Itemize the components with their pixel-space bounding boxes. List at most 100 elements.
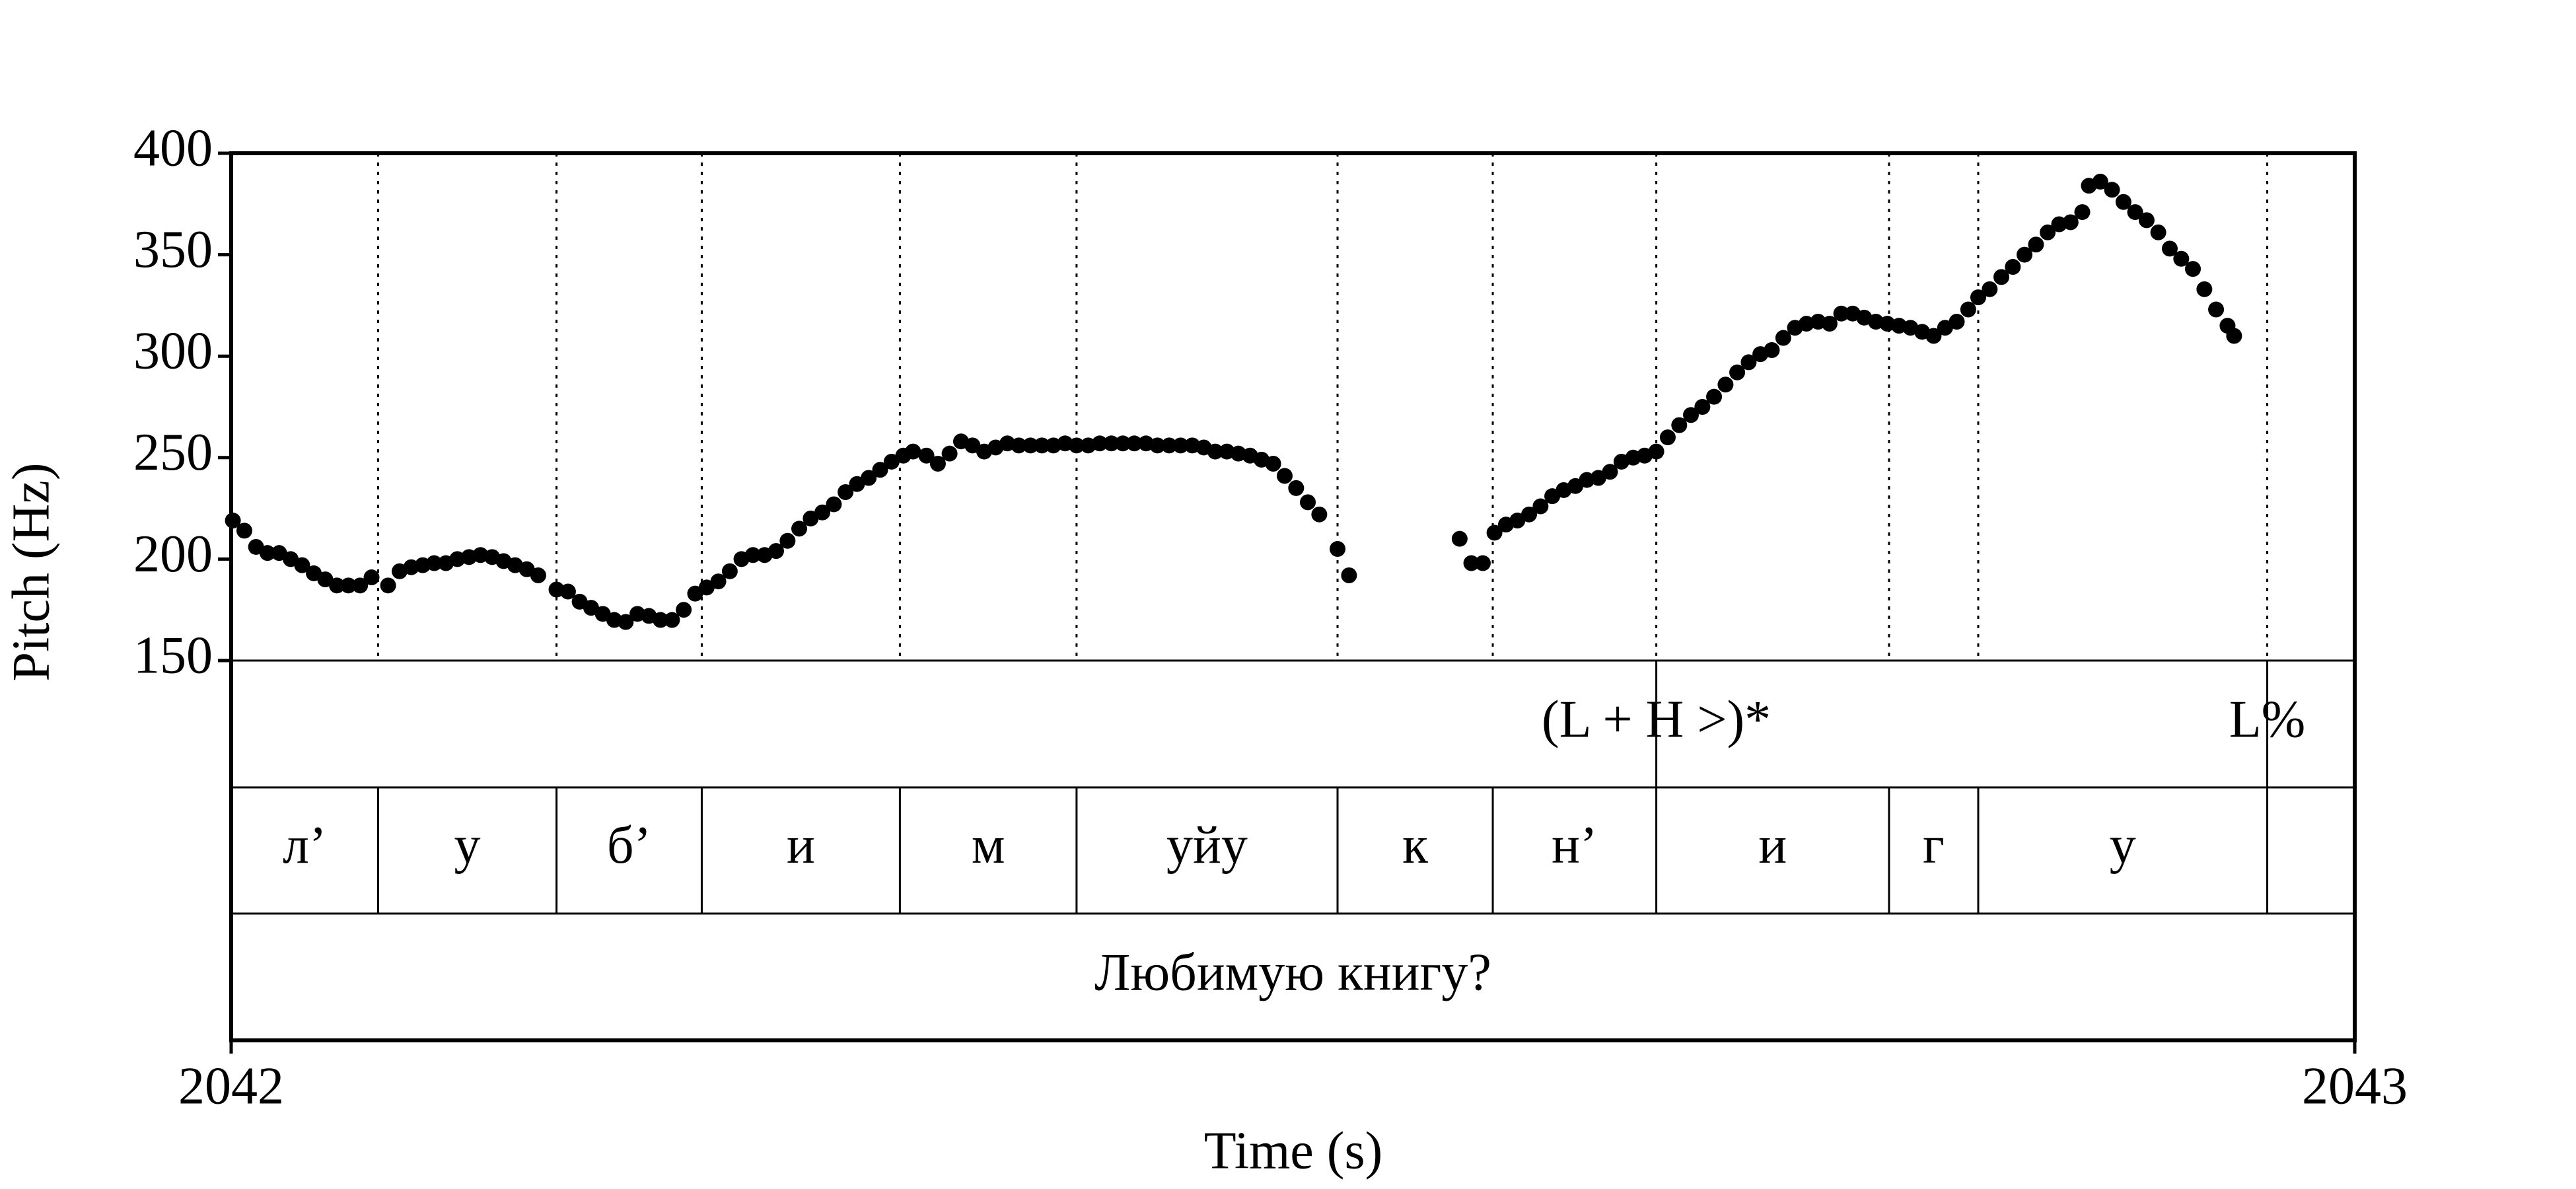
pitch-point — [1993, 269, 2010, 285]
pitch-point — [1207, 443, 1223, 460]
y-tick-label: 300 — [133, 322, 213, 380]
pitch-point — [329, 577, 345, 594]
phone-label: б’ — [607, 816, 651, 875]
pitch-point — [1149, 437, 1166, 454]
pitch-point — [849, 476, 865, 492]
y-axis-label: Pitch (Hz) — [2, 462, 60, 681]
pitch-point — [698, 579, 715, 596]
pitch-point — [814, 504, 831, 521]
pitch-point — [838, 484, 854, 501]
pitch-point — [1798, 316, 1814, 332]
pitch-point — [1463, 555, 1480, 571]
pitch-point — [583, 600, 599, 616]
pitch-point — [294, 557, 310, 573]
y-tick-label: 400 — [133, 119, 213, 177]
y-tick-label: 250 — [133, 423, 213, 482]
pitch-point — [929, 456, 946, 472]
pitch-point — [426, 555, 443, 571]
pitch-point — [803, 510, 819, 526]
pitch-point — [1330, 541, 1346, 558]
pitch-point — [1451, 530, 1468, 547]
pitch-point — [861, 470, 877, 486]
pitch-point — [918, 447, 935, 464]
pitch-point — [2173, 250, 2190, 267]
pitch-point — [1230, 445, 1246, 462]
pitch-point — [317, 571, 334, 588]
pitch-point — [1172, 437, 1189, 454]
pitch-point — [1729, 364, 1746, 380]
pitch-point — [2185, 261, 2201, 277]
pitch-point — [1276, 468, 1293, 484]
pitch-point — [1509, 513, 1526, 529]
pitch-point — [1474, 555, 1491, 571]
pitch-point — [710, 573, 727, 590]
pitch-point — [2062, 214, 2079, 231]
pitch-point — [768, 543, 784, 559]
pitch-point — [1300, 494, 1316, 511]
pitch-point — [1764, 342, 1780, 358]
pitch-point — [791, 521, 808, 537]
pitch-point — [883, 453, 900, 470]
pitch-point — [1045, 437, 1061, 454]
pitch-point — [779, 532, 796, 549]
pitch-point — [1970, 289, 1986, 306]
pitch-point — [236, 522, 252, 539]
pitch-point — [2196, 281, 2213, 297]
pitch-point — [1602, 464, 1618, 480]
x-tick-label: 2042 — [178, 1057, 284, 1115]
pitch-point — [1068, 437, 1085, 454]
pitch-point — [872, 462, 888, 478]
pitch-point — [826, 496, 842, 513]
pitch-point — [225, 513, 241, 529]
pitch-point — [1949, 313, 1965, 330]
frame — [229, 151, 2357, 1042]
pitch-point — [2005, 259, 2021, 275]
pitch-point — [1648, 443, 1664, 460]
pitch-point — [1590, 470, 1606, 486]
pitch-point — [1706, 388, 1723, 405]
pitch-point — [559, 583, 576, 600]
pitch-point — [1161, 437, 1178, 454]
phone-label: уйу — [1166, 816, 1248, 875]
pitch-point — [1288, 480, 1305, 496]
phone-label: г — [1923, 816, 1945, 875]
pitch-point — [380, 577, 396, 594]
x-tick-label: 2043 — [2302, 1057, 2408, 1115]
pitch-point — [472, 547, 489, 563]
pitch-point — [964, 437, 981, 454]
pitch-point — [1982, 281, 1998, 297]
pitch-point — [1532, 498, 1549, 515]
pitch-point — [530, 567, 546, 583]
pitch-point — [1694, 399, 1711, 415]
pitch-point — [1937, 320, 1953, 336]
pitch-point — [449, 551, 466, 567]
y-tick-label: 350 — [133, 221, 213, 279]
pitch-point — [1103, 435, 1120, 452]
phone-label: и — [787, 816, 815, 875]
phone-label: н’ — [1552, 816, 1597, 875]
pitch-point — [2115, 194, 2131, 210]
phone-label: и — [1758, 816, 1787, 875]
pitch-point — [1925, 328, 1942, 344]
pitch-point — [259, 545, 275, 561]
word-label: Любимую книгу? — [1094, 943, 1491, 1001]
pitch-point — [2226, 328, 2242, 344]
pitch-point — [653, 612, 669, 628]
pitch-point — [1960, 301, 1976, 318]
pitch-point — [1833, 305, 1849, 322]
y-tick-label: 150 — [133, 626, 213, 684]
phone-label: м — [972, 816, 1005, 875]
phone-label: л’ — [283, 816, 327, 875]
pitch-point — [618, 614, 634, 630]
pitch-point — [1671, 417, 1688, 433]
pitch-point — [2161, 240, 2178, 257]
pitch-point — [2138, 212, 2155, 229]
pitch-point — [1311, 506, 1328, 522]
pitch-point — [1034, 437, 1050, 454]
phone-label: к — [1402, 816, 1428, 875]
pitch-point — [1879, 316, 1896, 332]
pitch-point — [1341, 567, 1357, 583]
pitch-point — [1740, 354, 1757, 371]
pitch-point — [2104, 182, 2120, 198]
